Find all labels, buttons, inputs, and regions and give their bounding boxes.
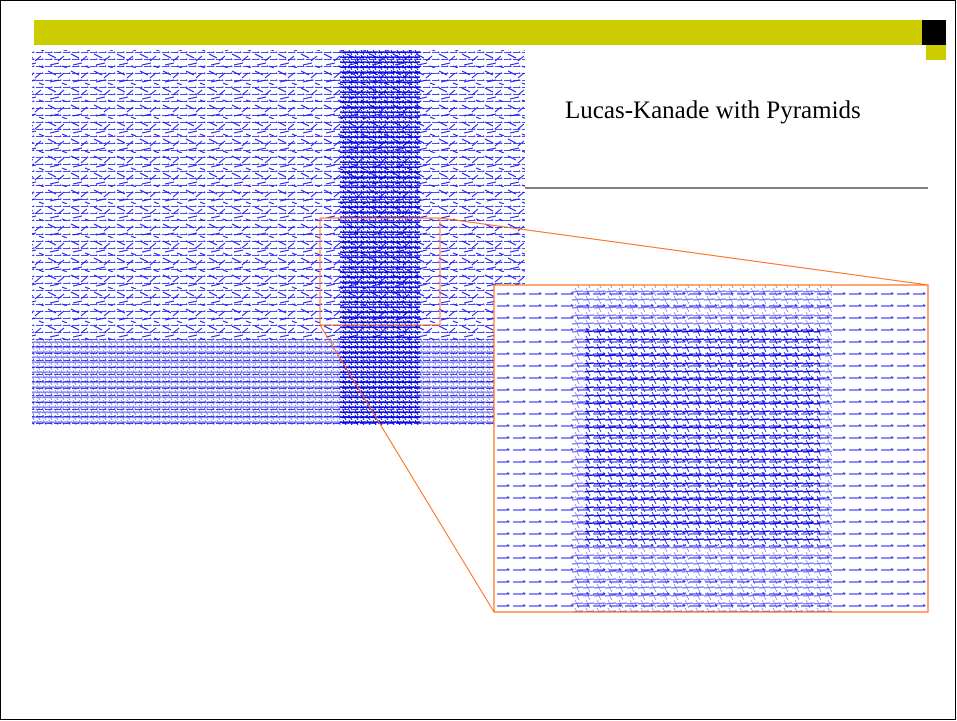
inset-object [585,325,820,545]
slide: Lucas-Kanade with Pyramids [0,0,957,721]
page: Lucas-Kanade with Pyramids (() => { cons… [0,0,957,721]
flow-lower [32,340,525,425]
zoom-inset [494,285,928,612]
header-block [922,20,946,45]
slide-title: Lucas-Kanade with Pyramids [565,97,861,124]
header-bar [34,20,922,45]
flow-noise [32,50,525,340]
flow-image [32,50,525,425]
header-accent [926,45,946,60]
